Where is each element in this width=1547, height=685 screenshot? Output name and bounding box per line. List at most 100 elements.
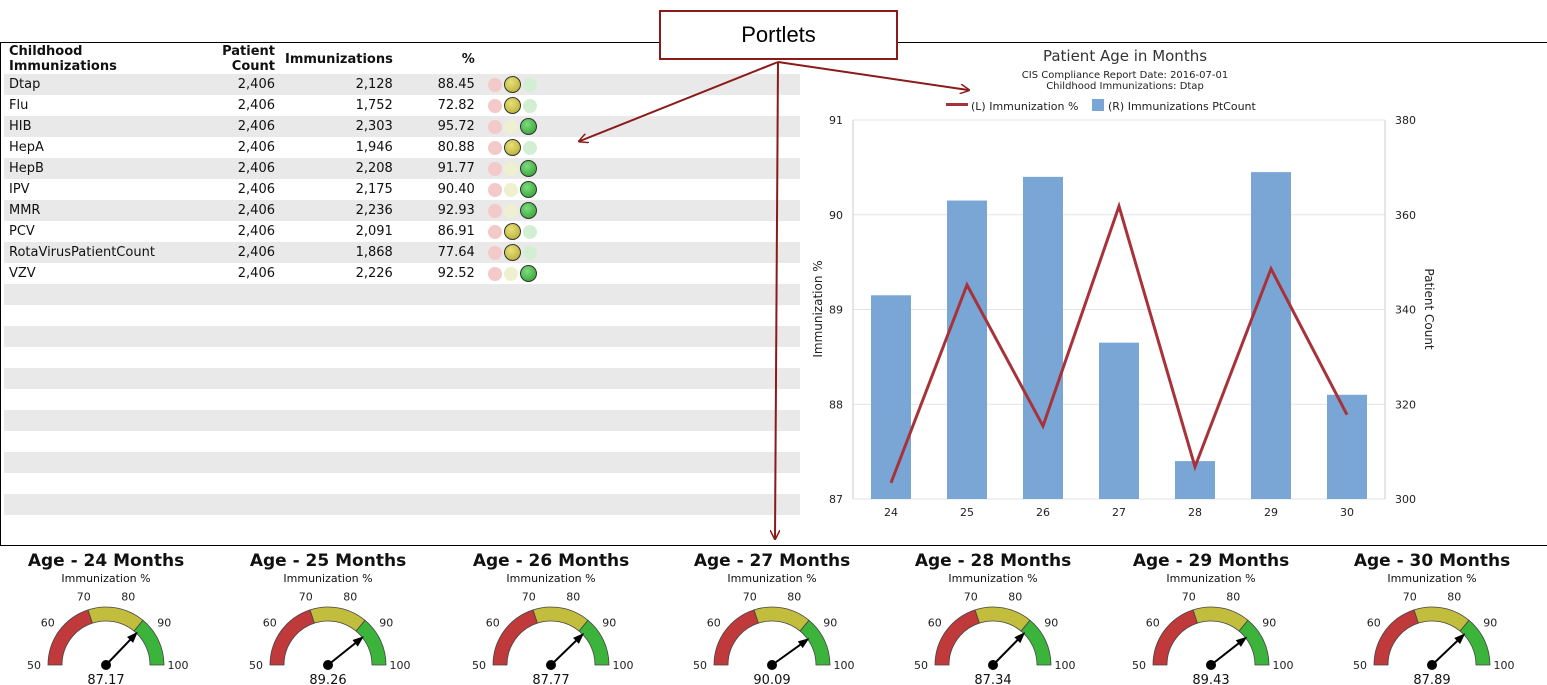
table-row[interactable]: HIB 2,406 2,303 95.72	[4, 116, 800, 137]
green-light-icon	[522, 98, 537, 113]
chart-subtitle-1: CIS Compliance Report Date: 2016-07-01	[1022, 70, 1228, 81]
gauge-portlet[interactable]: Age - 27 Months Immunization % 50 60 70 80 90 1…	[672, 550, 872, 685]
gauge-portlet[interactable]: Age - 28 Months Immunization % 50 60 70 80 90 1…	[893, 550, 1093, 685]
gauge-value: 87.89	[1413, 673, 1450, 685]
yellow-light-icon	[503, 119, 518, 134]
table-row[interactable]: VZV 2,406 2,226 92.52	[4, 263, 800, 284]
row-name: Dtap	[4, 74, 180, 95]
yellow-light-icon	[503, 161, 518, 176]
column-header-immunization[interactable]: Childhood Immunizations	[9, 44, 117, 74]
gauge-needle	[105, 635, 135, 666]
row-patient-count: 2,406	[237, 140, 275, 155]
table-row[interactable]: Dtap 2,406 2,128 88.45	[4, 74, 800, 95]
gauge-tick-label: 60	[263, 617, 277, 630]
x-tick-label: 24	[884, 506, 898, 519]
portlets-callout: Portlets	[659, 10, 898, 60]
gauge-portlet[interactable]: Age - 25 Months Immunization % 50 60 70 80 90 1…	[228, 550, 428, 685]
gauge-dial: 50 60 70 80 90 100 87.17	[27, 591, 189, 685]
row-immunizations: 2,226	[355, 266, 393, 281]
table-row[interactable]: MMR 2,406 2,236 92.93	[4, 200, 800, 221]
table-row[interactable]: IPV 2,406 2,175 90.40	[4, 179, 800, 200]
row-percent: 86.91	[437, 224, 475, 239]
green-light-icon	[519, 265, 537, 282]
chart-title: Patient Age in Months	[1043, 47, 1207, 65]
gauge-portlet[interactable]: Age - 24 Months Immunization % 50 60 70 80 90 1…	[6, 550, 206, 685]
column-header-immunizations[interactable]: Immunizations	[285, 51, 393, 67]
gauge-tick-label: 50	[1353, 659, 1367, 672]
gauge-portlet[interactable]: Age - 29 Months Immunization % 50 60 70 80 90 1…	[1111, 550, 1311, 685]
right-tick-label: 380	[1395, 114, 1416, 127]
chart-legend[interactable]: (L) Immunization % (R) Immunizations PtC…	[946, 99, 1257, 113]
chart-subtitle-2: Childhood Immunizations: Dtap	[1046, 81, 1204, 92]
table-row[interactable]: HepA 2,406 1,946 80.88	[4, 137, 800, 158]
row-name: IPV	[9, 182, 30, 197]
table-row[interactable]: HepB 2,406 2,208 91.77	[4, 158, 800, 179]
right-axis-label: Patient Count	[1422, 268, 1436, 350]
gauge-hub	[546, 660, 556, 670]
row-patient-count: 2,406	[180, 200, 280, 221]
left-tick-label: 90	[829, 209, 843, 222]
red-light-icon	[487, 224, 502, 239]
series-line	[889, 201, 1349, 484]
gauge-needle-head	[1454, 633, 1466, 645]
gauge-tick-label: 100	[1055, 659, 1076, 672]
red-light-icon	[487, 140, 502, 155]
gauge-value: 87.34	[974, 673, 1011, 685]
gauge-tick-label: 60	[707, 617, 721, 630]
table-row[interactable]: PCV 2,406 2,091 86.91	[4, 221, 800, 242]
green-light-icon	[519, 118, 537, 135]
gauge-needle-head	[1235, 636, 1248, 647]
gauge-hub	[323, 660, 333, 670]
bar	[1023, 176, 1063, 499]
gauge-band-green	[1459, 619, 1491, 666]
gauge-tick-label: 80	[787, 591, 801, 604]
row-status-lights	[479, 158, 800, 179]
gauge-tick-label: 80	[121, 591, 135, 604]
row-status-lights	[479, 200, 800, 221]
gauge-tick-label: 80	[566, 591, 580, 604]
row-status-lights	[480, 179, 800, 200]
gauge-tick-label: 100	[390, 659, 411, 672]
gauge-dial: 50 60 70 80 90 100 90.09	[693, 591, 855, 685]
column-header-patient-count[interactable]: Patient Count	[222, 44, 275, 74]
x-tick-label: 27	[1112, 506, 1126, 519]
gauge-tick-label: 90	[602, 617, 616, 630]
gauge-band-yellow	[309, 606, 366, 632]
gauge-title: Age - 28 Months	[914, 551, 1072, 571]
gauge-tick-label: 100	[1494, 659, 1515, 672]
gauge-band-yellow	[87, 606, 144, 632]
row-status-lights	[480, 95, 800, 116]
row-percent: 92.93	[397, 200, 480, 221]
row-status-lights	[479, 242, 800, 263]
gauge-band-yellow	[532, 606, 589, 632]
gauge-needle-head	[797, 638, 810, 649]
gauge-needle	[1431, 636, 1462, 666]
gauge-portlet[interactable]: Age - 26 Months Immunization % 50 60 70 80 90 1…	[451, 550, 651, 685]
row-name: HIB	[4, 116, 180, 137]
red-light-icon	[487, 77, 502, 92]
gauge-tick-label: 80	[1008, 591, 1022, 604]
x-tick-label: 26	[1036, 506, 1050, 519]
immunization-table: Childhood Immunizations Patient Count Im…	[4, 44, 800, 515]
gauge-tick-label: 60	[486, 617, 500, 630]
gauge-value: 87.17	[87, 673, 124, 685]
table-empty-row	[4, 431, 800, 452]
gauge-band-green	[1020, 619, 1052, 666]
bar	[1099, 342, 1139, 499]
table-empty-row	[4, 368, 800, 389]
gauge-needle-head	[127, 631, 138, 643]
bar	[1327, 394, 1367, 499]
table-row[interactable]: Flu 2,406 1,752 72.82	[4, 95, 800, 116]
red-light-icon	[487, 203, 502, 218]
gauge-tick-label: 100	[168, 659, 189, 672]
table-row[interactable]: RotaVirusPatientCount 2,406 1,868 77.64	[4, 242, 800, 263]
column-header-percent[interactable]: %	[461, 51, 475, 67]
table-empty-row	[4, 473, 800, 494]
x-tick-label: 30	[1340, 506, 1354, 519]
gauge-tick-label: 50	[914, 659, 928, 672]
gauge-dial: 50 60 70 80 90 100 87.34	[914, 591, 1076, 685]
row-name: PCV	[9, 224, 35, 239]
gauge-portlet[interactable]: Age - 30 Months Immunization % 50 60 70 80 90 1…	[1332, 550, 1532, 685]
red-light-icon	[487, 245, 502, 260]
row-patient-count: 2,406	[237, 224, 275, 239]
